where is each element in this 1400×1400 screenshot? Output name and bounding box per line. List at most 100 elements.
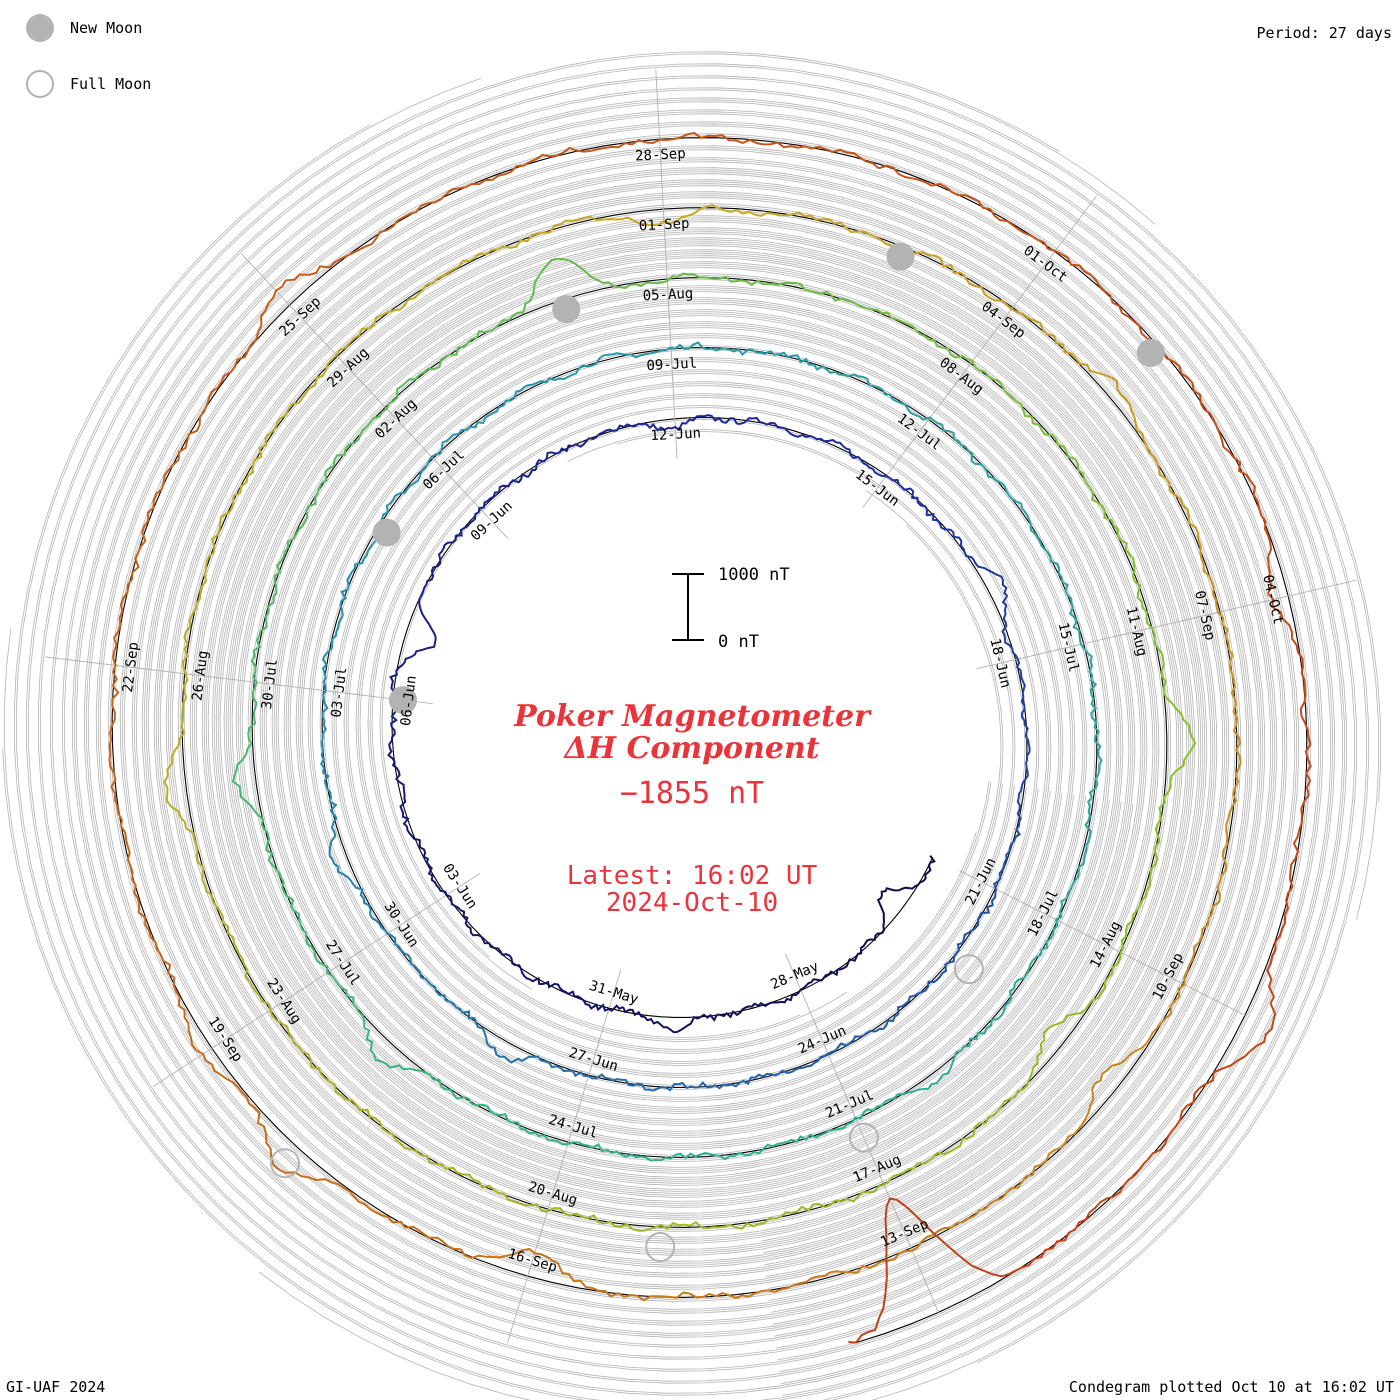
data-trace-segment (163, 697, 205, 868)
data-trace-segment (791, 211, 962, 274)
grid-spiral-line (63, 89, 1356, 1400)
period-label: Period: 27 days (1256, 24, 1392, 42)
radial-spoke (894, 1211, 939, 1313)
baseline-spiral (111, 137, 1308, 1344)
data-trace-segment (1111, 818, 1162, 974)
data-trace-segment (447, 215, 616, 274)
data-trace-segment (805, 932, 883, 987)
data-trace-segment (1009, 972, 1113, 1101)
date-label: 21-Jul (823, 1087, 876, 1122)
data-trace-segment (631, 414, 738, 432)
date-label: 09-Jul (646, 356, 697, 375)
date-label: 03-Jul (328, 666, 350, 718)
grid-spiral-line (13, 109, 1336, 1396)
data-trace-segment (1003, 389, 1106, 512)
data-trace-segment (1266, 794, 1310, 1004)
data-trace-segment (1267, 593, 1312, 796)
data-trace-segment (547, 1206, 714, 1232)
data-trace-segment (1197, 539, 1239, 719)
radial-spoke (655, 69, 663, 180)
data-trace-segment (395, 1138, 548, 1213)
data-trace-segment (720, 275, 872, 311)
date-label: 29-Aug (324, 345, 372, 391)
grid-spiral-line (49, 75, 1370, 1364)
grid-spiral-line (171, 197, 1248, 1301)
data-trace-segment (455, 468, 537, 537)
legend-new-moon: New Moon (26, 14, 142, 42)
date-label: 19-Sep (205, 1014, 246, 1065)
credit-label: GI-UAF 2024 (6, 1378, 106, 1396)
grid-spiral-line (15, 77, 1334, 1394)
data-trace-segment (231, 758, 294, 901)
data-trace-segment (218, 384, 316, 530)
data-trace-segment (713, 1190, 875, 1230)
data-trace-segment (434, 257, 558, 371)
grid-spiral-line (75, 101, 1344, 1396)
date-label: 28-May (768, 959, 821, 994)
data-trace-segment (486, 1105, 622, 1156)
data-trace-segment (117, 812, 181, 998)
data-trace-segment (118, 433, 190, 619)
data-trace-segment (830, 1197, 1003, 1274)
date-label: 03-Jun (439, 861, 480, 912)
data-trace-segment (177, 997, 280, 1171)
data-trace-segment (622, 1006, 718, 1034)
date-label: 06-Jul (420, 447, 468, 493)
radial-spoke (1146, 965, 1246, 1016)
full-moon-marker (953, 954, 984, 985)
data-trace-segment (974, 821, 1021, 929)
data-trace-segment (926, 512, 1009, 597)
data-trace-segment (762, 1097, 895, 1150)
new-moon-marker (372, 518, 401, 547)
data-trace-segment (559, 1067, 679, 1092)
date-label: 01-Oct (1020, 243, 1070, 286)
current-value: −1855 nT (620, 776, 765, 811)
grid-spiral-line (51, 77, 1368, 1400)
data-trace-segment (314, 271, 449, 386)
latest-date: 2024-Oct-10 (606, 888, 778, 918)
date-label: 02-Aug (372, 396, 420, 442)
date-label: 17-Aug (851, 1152, 904, 1187)
data-trace-segment (485, 136, 681, 182)
data-trace-segment (188, 273, 309, 436)
data-trace-segment (308, 179, 486, 276)
data-trace-segment (1124, 900, 1221, 1061)
data-trace-segment (1216, 717, 1242, 902)
data-trace-segment (893, 1010, 1005, 1100)
data-trace-segment (535, 423, 632, 470)
grid-spiral-line (123, 149, 1296, 1349)
data-trace-segment (871, 308, 1006, 391)
date-label: 25-Sep (276, 294, 324, 340)
data-trace-segment (842, 445, 929, 516)
scale-top-label: 1000 nT (718, 565, 790, 585)
data-trace-segment (108, 617, 122, 814)
data-trace-segment (960, 272, 1112, 379)
data-trace-segment (319, 677, 332, 803)
data-trace-segment (241, 611, 270, 761)
legend-full-moon: Full Moon (26, 70, 151, 98)
grid-spiral-line (147, 173, 1272, 1325)
data-trace-segment (615, 204, 793, 227)
date-label: 31-May (587, 978, 640, 1008)
data-trace-segment (736, 416, 844, 447)
grid-spiral-line (27, 53, 1322, 1382)
new-moon-marker (1136, 339, 1165, 367)
data-trace-segment (1138, 1002, 1277, 1171)
data-trace-segment (716, 984, 807, 1019)
radial-spoke (241, 253, 318, 335)
date-label: 01-Sep (639, 216, 690, 235)
data-trace-segment (897, 927, 977, 1015)
radial-spoke (45, 656, 155, 671)
data-trace-segment (1015, 500, 1078, 622)
data-trace-segment (1110, 376, 1200, 540)
data-trace-segment (873, 1098, 1011, 1193)
data-trace-segment (1061, 253, 1202, 404)
data-trace-segment (406, 826, 462, 911)
radial-spoke (1249, 579, 1357, 606)
data-trace-segment (848, 1197, 946, 1344)
new-moon-marker (886, 242, 915, 271)
data-trace-segment (1072, 620, 1102, 756)
data-trace-segment (387, 726, 410, 828)
data-trace-segment (290, 899, 366, 1028)
date-label: 24-Jun (796, 1023, 849, 1058)
